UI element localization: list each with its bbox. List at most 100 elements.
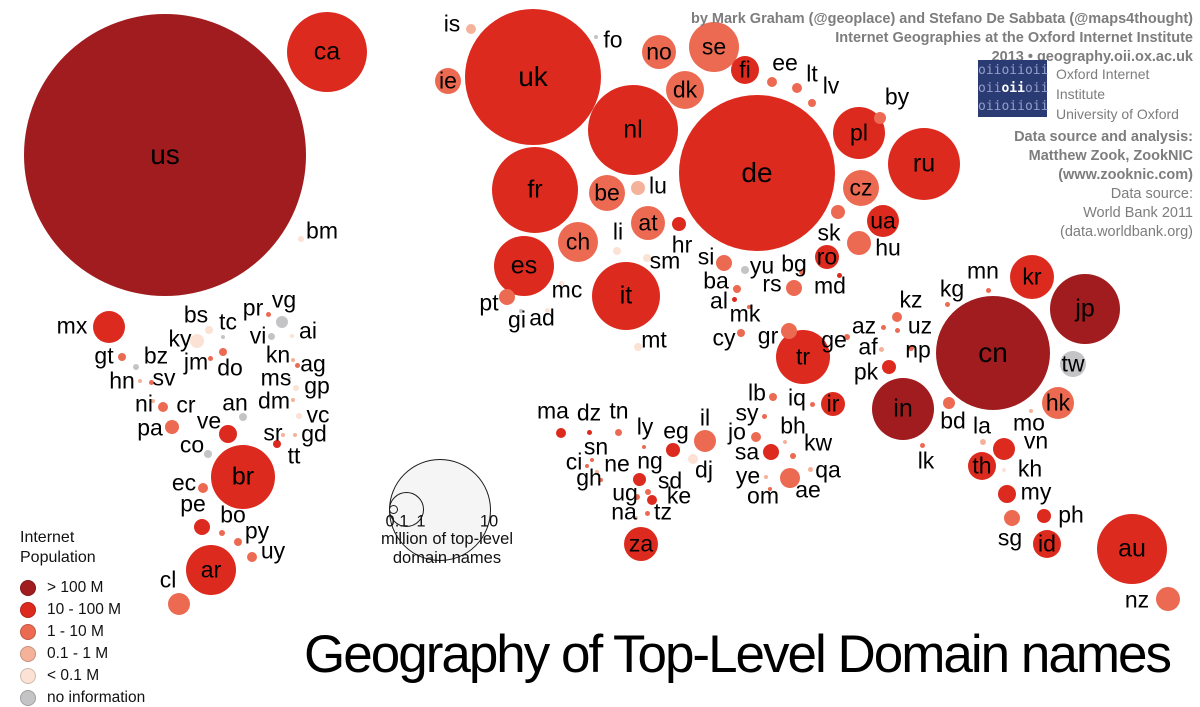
country-label-ir: ir xyxy=(826,390,840,417)
oii-logo-caption: Oxford Internet Institute University of … xyxy=(1056,64,1200,124)
country-circle-hn xyxy=(138,379,142,383)
country-label-uz: uz xyxy=(907,312,933,339)
scale-circle-01m xyxy=(389,505,398,514)
country-label-gr: gr xyxy=(757,322,779,349)
country-label-mn: mn xyxy=(967,257,999,284)
scale-label-01: 0.1 xyxy=(385,512,409,531)
country-label-ua: ua xyxy=(870,207,896,234)
country-circle-al xyxy=(731,296,737,302)
country-circle-az xyxy=(880,324,886,330)
country-label-cz: cz xyxy=(849,174,873,201)
country-circle-dj xyxy=(688,454,698,464)
country-circle-cn xyxy=(936,296,1050,410)
country-label-sy: sy xyxy=(735,399,759,426)
country-circle-ke xyxy=(647,495,657,505)
country-circle-ch xyxy=(558,222,598,262)
country-circle-es xyxy=(494,236,554,296)
country-label-ge: ge xyxy=(821,326,847,353)
country-circle-gi xyxy=(519,309,523,313)
country-label-au: au xyxy=(1118,534,1146,563)
scale-caption: million of top-level domain names xyxy=(381,530,513,568)
country-label-ch: ch xyxy=(565,228,591,255)
country-label-ae: ae xyxy=(795,476,821,503)
country-label-ug: ug xyxy=(612,479,638,506)
country-circle-fr xyxy=(492,147,578,233)
country-label-mk: mk xyxy=(729,300,761,327)
country-circle-ar xyxy=(186,545,236,595)
country-circle-pa xyxy=(165,420,179,434)
country-circle-at xyxy=(631,206,665,240)
country-circle-cz xyxy=(843,170,879,206)
country-circle-sv xyxy=(148,379,154,385)
country-label-gp: gp xyxy=(304,372,330,399)
country-label-do: do xyxy=(217,354,243,381)
country-circle-my xyxy=(998,485,1016,503)
country-label-us: us xyxy=(150,139,180,170)
oii-logo-row3: oiioiioii xyxy=(978,99,1049,114)
country-label-gh: gh xyxy=(576,464,602,491)
country-label-md: md xyxy=(814,272,846,299)
country-circle-tr xyxy=(776,330,830,384)
country-label-ai: ai xyxy=(299,317,317,344)
country-label-py: py xyxy=(244,517,270,544)
country-label-ma: ma xyxy=(537,397,569,424)
legend-swatch-p01 xyxy=(20,646,36,662)
country-circle-ir xyxy=(821,392,845,416)
country-circle-lv xyxy=(808,99,816,107)
country-label-sg: sg xyxy=(997,524,1023,551)
country-circle-nl xyxy=(588,85,678,175)
country-circle-bd xyxy=(943,397,955,409)
country-circle-tw xyxy=(1060,351,1086,377)
country-label-kn: kn xyxy=(265,341,291,368)
country-label-la: la xyxy=(973,412,991,439)
country-label-my: my xyxy=(1020,478,1052,505)
population-legend: Internet Population > 100 M 10 - 100 M 1 -… xyxy=(20,528,145,707)
country-circle-sy xyxy=(761,413,767,419)
country-label-bs: bs xyxy=(183,301,209,328)
country-circle-uy xyxy=(247,552,257,562)
country-circle-bs xyxy=(205,326,213,334)
legend-label-1: 10 - 100 M xyxy=(47,601,122,618)
country-circle-ba xyxy=(733,285,741,293)
country-circle-cy xyxy=(737,329,745,337)
country-label-jm: jm xyxy=(183,348,209,375)
country-circle-pk xyxy=(882,360,896,374)
legend-title-line2: Population xyxy=(20,549,96,566)
oii-logo-row2-c: oii xyxy=(1024,81,1049,96)
scale-caption-line2: domain names xyxy=(392,549,502,567)
country-circle-tt xyxy=(273,440,281,448)
country-circle-ca xyxy=(287,12,367,92)
country-circle-lk xyxy=(919,442,925,448)
country-label-by: by xyxy=(884,83,910,110)
country-label-bg: bg xyxy=(781,250,807,277)
country-circle-id xyxy=(1033,530,1061,558)
country-label-cy: cy xyxy=(712,324,736,351)
country-label-ve: ve xyxy=(196,407,222,434)
country-circle-af xyxy=(878,346,884,352)
country-label-tn: tn xyxy=(609,397,629,424)
country-label-at: at xyxy=(638,209,658,236)
country-label-bh: bh xyxy=(780,412,806,439)
country-circle-do xyxy=(219,348,227,356)
country-label-na: na xyxy=(611,498,637,525)
country-label-de: de xyxy=(741,157,773,188)
country-circle-ug xyxy=(634,494,640,500)
country-label-mo: mo xyxy=(1013,409,1045,436)
country-circle-br xyxy=(211,445,275,509)
oii-org-name: Oxford Internet Institute xyxy=(1056,66,1150,102)
country-label-ca: ca xyxy=(313,37,341,66)
country-label-kh: kh xyxy=(1017,455,1043,482)
country-label-ke: ke xyxy=(666,482,692,509)
country-label-ad: ad xyxy=(529,304,555,331)
country-label-pa: pa xyxy=(137,414,163,441)
country-label-vc: vc xyxy=(306,401,330,428)
country-circle-ye xyxy=(764,475,768,479)
legend-label-4: < 0.1 M xyxy=(47,667,100,684)
country-label-vi: vi xyxy=(249,322,267,349)
country-label-in: in xyxy=(893,394,913,423)
country-label-eg: eg xyxy=(663,417,689,444)
country-label-ee: ee xyxy=(772,49,798,76)
country-label-dk: dk xyxy=(672,76,698,103)
